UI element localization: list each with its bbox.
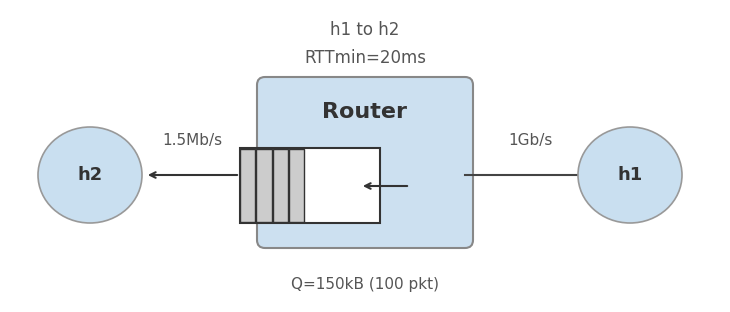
Text: 1.5Mb/s: 1.5Mb/s [162,133,222,148]
Text: Q=150kB (100 pkt): Q=150kB (100 pkt) [291,277,439,293]
Text: RTTmin=20ms: RTTmin=20ms [304,49,426,67]
Text: 1Gb/s: 1Gb/s [508,133,552,148]
Text: h2: h2 [77,166,103,184]
Text: h1 to h2: h1 to h2 [330,21,400,39]
Bar [289,149,304,222]
Ellipse shape [578,127,682,223]
Text: h1: h1 [618,166,642,184]
Bar [240,149,256,222]
Bar [272,149,288,222]
Text: Router: Router [323,102,407,122]
Bar [256,149,272,222]
Ellipse shape [38,127,142,223]
Bar [240,148,380,223]
FancyBboxPatch shape [257,77,473,248]
